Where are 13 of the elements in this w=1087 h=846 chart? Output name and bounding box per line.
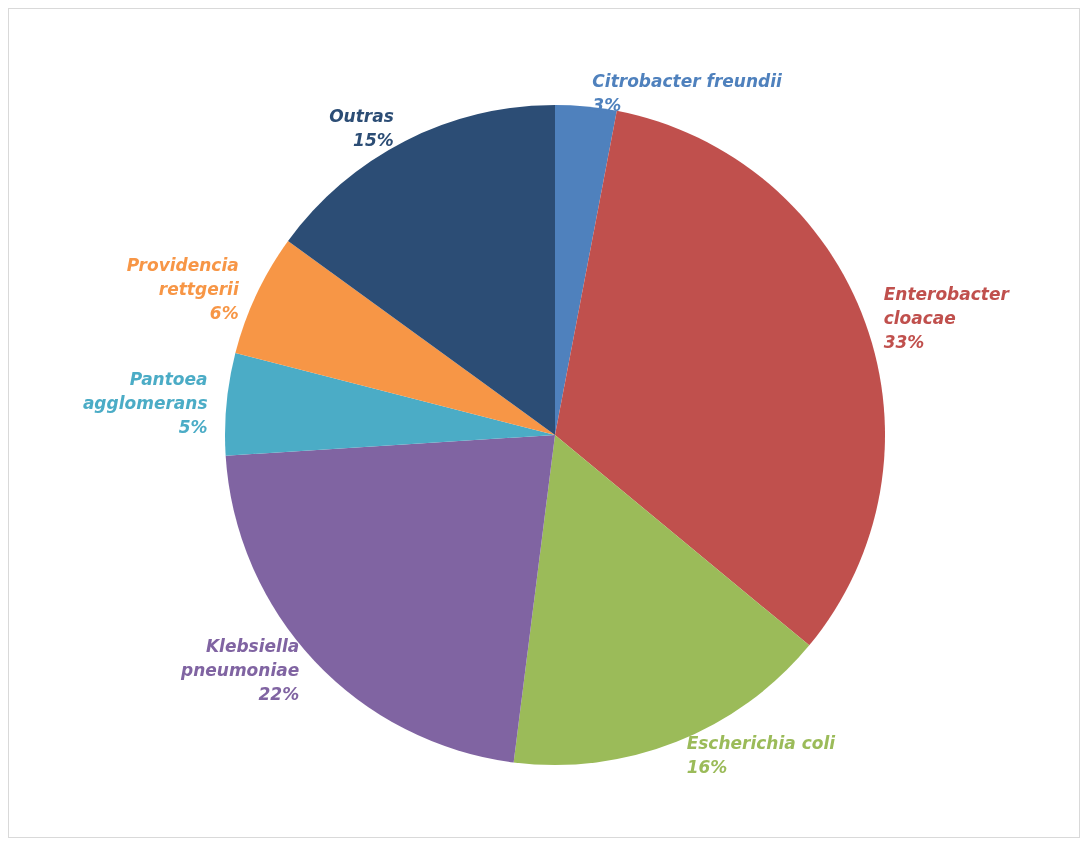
data-label: 22% <box>258 684 300 705</box>
slice-label: Escherichia coli <box>686 732 837 753</box>
slice-label: Outras <box>329 106 394 127</box>
slice-label: Klebsiella pneumoniae <box>180 636 300 681</box>
data-label: 33% <box>883 332 925 353</box>
slice-label: Pantoea agglomerans <box>82 368 208 413</box>
data-label: 15% <box>353 130 394 151</box>
slice-label: Citrobacter freundii <box>592 70 784 91</box>
data-label: 6% <box>209 302 239 323</box>
data-label: 5% <box>178 416 208 437</box>
slice-label: Providencia rettgerii <box>126 254 240 299</box>
slice-label: Enterobacter cloacae <box>883 284 1011 329</box>
data-label: 16% <box>686 756 728 777</box>
